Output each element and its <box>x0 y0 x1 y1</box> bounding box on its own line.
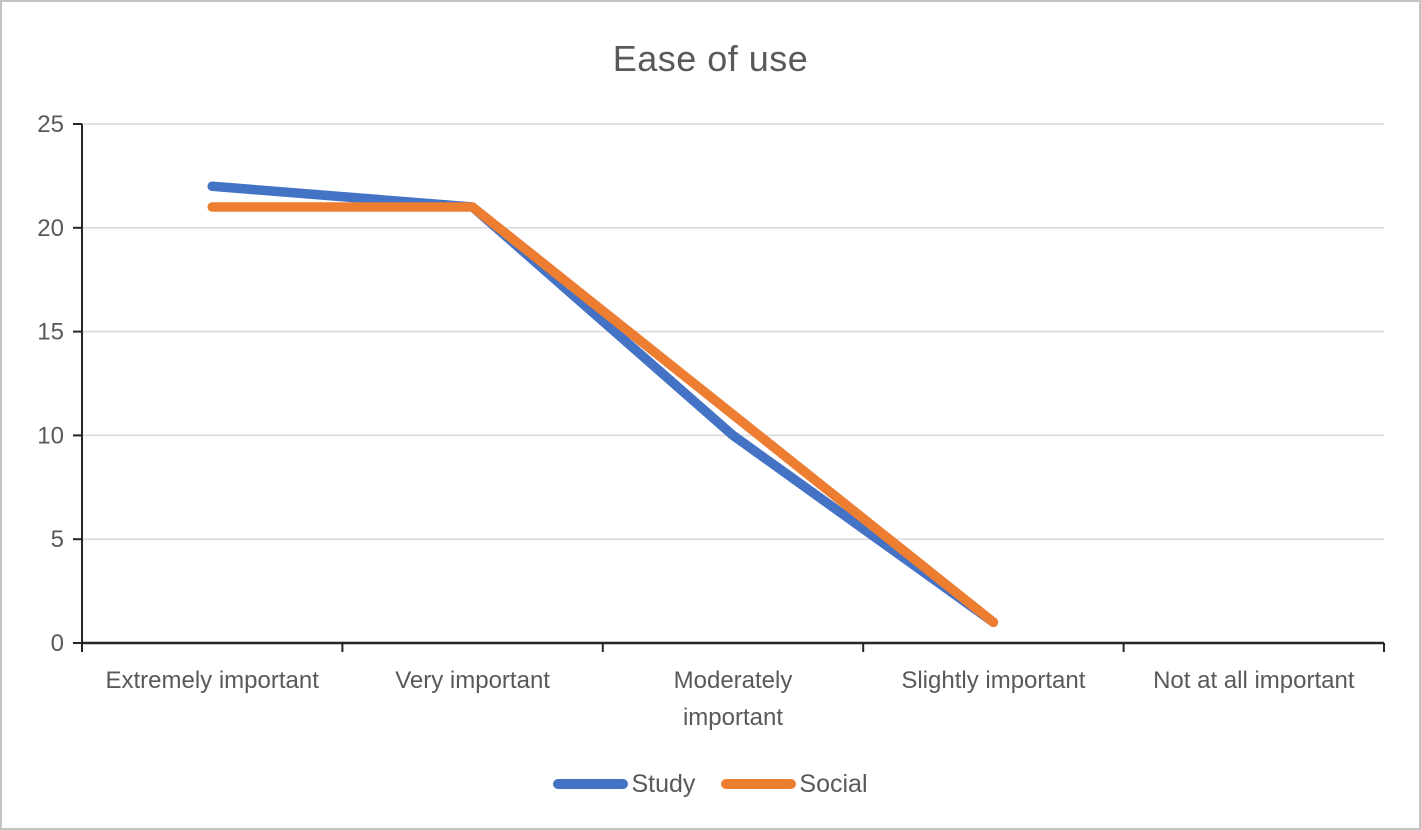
category-label-3: Moderately important <box>673 667 793 732</box>
y-tick-label: 15 <box>37 319 64 346</box>
y-tick-label: 20 <box>37 215 64 242</box>
category-label-4: Slightly important <box>901 667 1086 694</box>
series-line-social <box>207 202 999 627</box>
legend-item-social: Social <box>721 769 868 799</box>
category-label-2: Very important <box>395 667 550 694</box>
y-tick-label: 5 <box>51 526 64 553</box>
legend-marker-study <box>553 779 629 789</box>
legend-marker-social <box>721 779 797 789</box>
legend: Study Social <box>2 762 1419 806</box>
legend-item-study: Study <box>553 770 695 799</box>
legend-label-social: Social <box>799 769 868 798</box>
legend-label-study: Study <box>631 769 696 798</box>
chart-title: Ease of use <box>612 38 809 79</box>
y-tick-label: 25 <box>37 111 64 138</box>
category-label-1: Extremely important <box>105 667 319 694</box>
y-tick-label: 0 <box>51 630 64 657</box>
y-tick-label: 10 <box>37 422 64 449</box>
series-line-study <box>207 181 999 627</box>
category-label-5: Not at all important <box>1153 667 1355 694</box>
